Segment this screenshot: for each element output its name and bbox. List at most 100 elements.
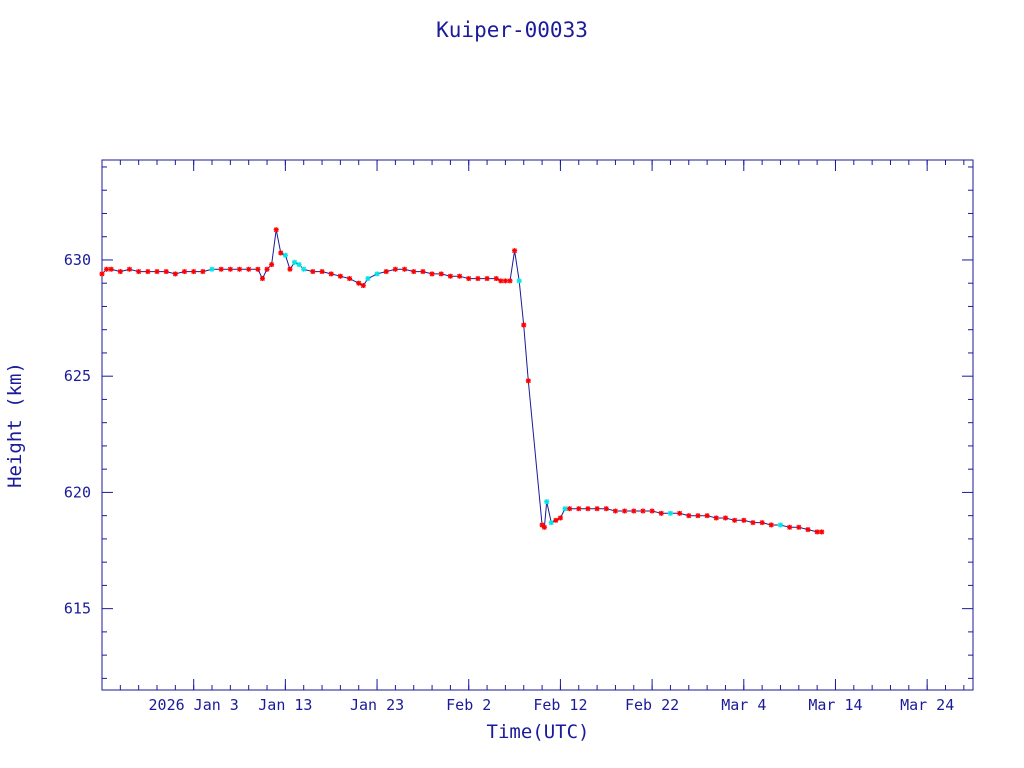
data-point xyxy=(127,266,133,272)
data-point xyxy=(622,508,628,514)
x-tick-label: Feb 2 xyxy=(446,696,491,714)
x-tick-label: Feb 22 xyxy=(625,696,679,714)
data-point xyxy=(154,269,160,275)
data-point xyxy=(640,508,646,514)
data-point xyxy=(269,262,275,268)
data-point xyxy=(819,529,825,535)
data-point xyxy=(264,266,270,272)
data-point xyxy=(328,271,334,277)
x-tick-label: Mar 24 xyxy=(900,696,954,714)
data-point xyxy=(278,250,284,256)
data-point xyxy=(704,513,710,519)
data-point xyxy=(447,273,453,279)
data-point xyxy=(516,278,522,284)
data-point xyxy=(594,506,600,512)
data-point xyxy=(498,278,504,284)
x-tick-label: Feb 12 xyxy=(533,696,587,714)
y-axis-label: Height (km) xyxy=(4,362,26,488)
x-axis-label: Time(UTC) xyxy=(487,721,590,743)
data-point xyxy=(438,271,444,277)
data-point xyxy=(603,506,609,512)
data-point xyxy=(356,280,362,286)
data-point xyxy=(237,266,243,272)
data-point xyxy=(484,276,490,282)
chart-title: Kuiper-00033 xyxy=(436,18,588,42)
data-point xyxy=(402,266,408,272)
data-point xyxy=(695,513,701,519)
data-point xyxy=(805,527,811,533)
data-point xyxy=(392,266,398,272)
data-point xyxy=(612,508,618,514)
data-point xyxy=(163,269,169,275)
data-point xyxy=(677,510,683,516)
data-point xyxy=(777,522,783,528)
series-polyline xyxy=(101,229,822,533)
data-point xyxy=(750,520,756,526)
data-point xyxy=(548,520,554,526)
data-point xyxy=(521,322,527,328)
data-point xyxy=(741,517,747,523)
series-line xyxy=(101,229,822,533)
y-tick-label: 625 xyxy=(64,367,91,385)
data-point xyxy=(209,266,215,272)
data-point xyxy=(255,266,261,272)
data-point xyxy=(585,506,591,512)
data-point xyxy=(411,269,417,275)
data-point xyxy=(374,271,380,277)
data-point xyxy=(525,378,531,384)
data-point xyxy=(301,266,307,272)
data-point xyxy=(507,278,513,284)
data-point xyxy=(732,517,738,523)
plot-area: 2026 Jan 3 Jan 13 Jan 23 Feb 2 Feb 12 Feb 22 M… xyxy=(64,159,974,714)
data-point xyxy=(541,524,547,530)
data-point xyxy=(457,273,463,279)
data-point xyxy=(319,269,325,275)
series-points xyxy=(99,227,825,535)
data-point xyxy=(383,269,389,275)
x-axis-ticks: 2026 Jan 3 Jan 13 Jan 23 Feb 2 Feb 12 Feb 22 M… xyxy=(101,160,965,714)
data-point xyxy=(502,278,508,284)
data-point xyxy=(117,269,123,275)
data-point xyxy=(145,269,151,275)
data-point xyxy=(310,269,316,275)
data-point xyxy=(282,252,288,258)
data-point xyxy=(287,266,293,272)
data-point xyxy=(567,506,573,512)
data-point xyxy=(104,266,110,272)
x-tick-label: 2026 Jan 3 xyxy=(149,696,239,714)
data-point xyxy=(182,269,188,275)
data-point xyxy=(475,276,481,282)
data-point xyxy=(218,266,224,272)
data-point xyxy=(273,227,279,233)
data-point xyxy=(759,520,765,526)
data-point xyxy=(512,248,518,254)
y-tick-label: 620 xyxy=(64,483,91,501)
data-point xyxy=(686,513,692,519)
data-point xyxy=(576,506,582,512)
data-point xyxy=(713,515,719,521)
data-point xyxy=(360,283,366,289)
data-point xyxy=(787,524,793,530)
x-tick-label: Mar 14 xyxy=(808,696,862,714)
y-tick-label: 615 xyxy=(64,600,91,618)
data-point xyxy=(544,499,550,505)
data-point xyxy=(172,271,178,277)
data-point xyxy=(667,510,673,516)
y-axis-ticks: 615 620 625 630 xyxy=(64,166,973,679)
y-tick-label: 630 xyxy=(64,251,91,269)
data-point xyxy=(227,266,233,272)
x-tick-label: Jan 23 xyxy=(350,696,404,714)
data-point xyxy=(108,266,114,272)
data-point xyxy=(722,515,728,521)
data-point xyxy=(259,276,265,282)
plot-frame xyxy=(101,159,974,691)
data-point xyxy=(649,508,655,514)
data-point xyxy=(466,276,472,282)
data-point xyxy=(420,269,426,275)
data-point xyxy=(814,529,820,535)
data-point xyxy=(292,259,298,265)
data-point xyxy=(136,269,142,275)
data-point xyxy=(296,262,302,268)
data-point xyxy=(99,271,105,277)
